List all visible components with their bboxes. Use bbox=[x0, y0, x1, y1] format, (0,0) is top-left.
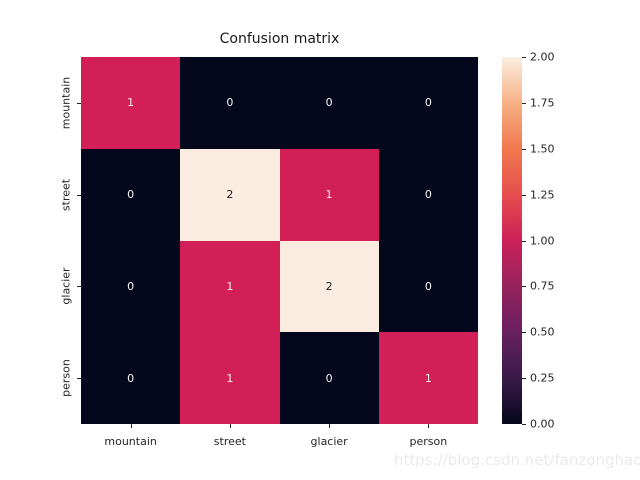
heatmap-cell: 1 bbox=[180, 240, 280, 333]
y-tick bbox=[77, 378, 81, 380]
colorbar-tick-label: 2.00 bbox=[530, 50, 555, 64]
heatmap-cell: 0 bbox=[279, 332, 379, 424]
colorbar-tick-label: 0.50 bbox=[530, 325, 555, 339]
x-tick-label: street bbox=[213, 435, 246, 448]
colorbar-tick bbox=[522, 286, 526, 288]
heatmap-cell: 0 bbox=[378, 148, 478, 241]
x-tick-label: mountain bbox=[104, 435, 157, 448]
colorbar-tick bbox=[522, 378, 526, 380]
x-tick-label: person bbox=[409, 435, 448, 448]
heatmap-cell: 0 bbox=[378, 57, 478, 149]
y-tick bbox=[77, 286, 81, 288]
colorbar-tick-label: 1.75 bbox=[530, 96, 555, 110]
colorbar-tick bbox=[522, 332, 526, 334]
colorbar-tick-label: 0.75 bbox=[530, 279, 555, 293]
x-tick bbox=[428, 424, 430, 428]
x-tick bbox=[229, 424, 231, 428]
heatmap-cell: 0 bbox=[180, 57, 280, 149]
heatmap-cell: 1 bbox=[81, 57, 181, 149]
heatmap-cell: 2 bbox=[279, 240, 379, 333]
colorbar-tick-label: 0.25 bbox=[530, 371, 555, 385]
colorbar-tick bbox=[522, 194, 526, 196]
heatmap-cell: 1 bbox=[378, 332, 478, 424]
colorbar-tick-label: 0.00 bbox=[530, 417, 555, 431]
colorbar-tick bbox=[522, 102, 526, 104]
y-tick-label: glacier bbox=[59, 267, 73, 305]
heatmap-cell: 0 bbox=[81, 240, 181, 333]
y-tick-label: street bbox=[59, 178, 73, 211]
colorbar bbox=[502, 57, 522, 424]
chart-title: Confusion matrix bbox=[219, 31, 340, 47]
y-tick bbox=[77, 102, 81, 104]
watermark: https://blog.csdn.net/fanzonghao bbox=[394, 451, 640, 469]
heatmap-cell: 2 bbox=[180, 148, 280, 241]
x-tick-label: glacier bbox=[310, 435, 348, 448]
heatmap-cell: 0 bbox=[378, 240, 478, 333]
y-tick bbox=[77, 194, 81, 196]
y-tick-label: mountain bbox=[59, 76, 73, 130]
colorbar-tick bbox=[522, 240, 526, 242]
heatmap-cell: 1 bbox=[180, 332, 280, 424]
colorbar-tick bbox=[522, 57, 526, 58]
x-tick bbox=[329, 424, 331, 428]
heatmap-cell: 0 bbox=[81, 332, 181, 424]
colorbar-tick bbox=[522, 148, 526, 150]
colorbar-tick-label: 1.00 bbox=[530, 234, 555, 247]
colorbar-tick bbox=[522, 424, 526, 425]
heatmap-cell: 0 bbox=[279, 57, 379, 149]
y-tick-label: person bbox=[59, 359, 73, 397]
colorbar-tick-label: 1.25 bbox=[530, 188, 555, 202]
x-tick bbox=[130, 424, 132, 428]
heatmap-cell: 0 bbox=[81, 148, 181, 241]
heatmap-cell: 1 bbox=[279, 148, 379, 241]
colorbar-tick-label: 1.50 bbox=[530, 142, 555, 156]
